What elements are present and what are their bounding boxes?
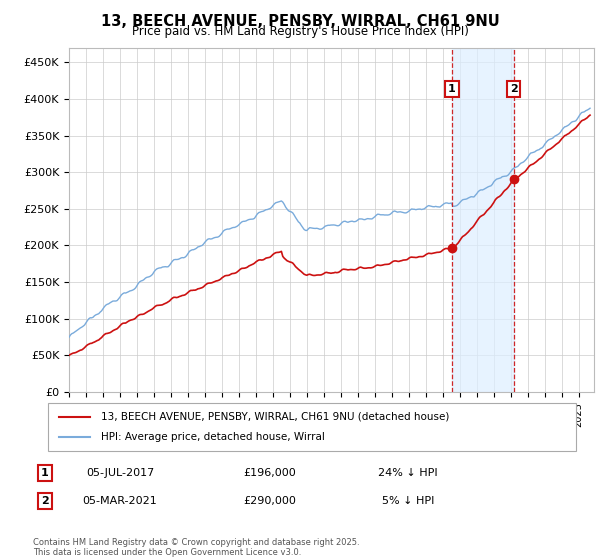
FancyBboxPatch shape bbox=[48, 403, 576, 451]
Text: Price paid vs. HM Land Registry's House Price Index (HPI): Price paid vs. HM Land Registry's House … bbox=[131, 25, 469, 38]
Text: 13, BEECH AVENUE, PENSBY, WIRRAL, CH61 9NU (detached house): 13, BEECH AVENUE, PENSBY, WIRRAL, CH61 9… bbox=[101, 412, 449, 422]
Bar bbox=[452, 48, 514, 392]
Text: 2: 2 bbox=[510, 84, 518, 94]
Text: 5% ↓ HPI: 5% ↓ HPI bbox=[382, 496, 434, 506]
Text: Contains HM Land Registry data © Crown copyright and database right 2025.
This d: Contains HM Land Registry data © Crown c… bbox=[33, 538, 359, 557]
Text: £196,000: £196,000 bbox=[244, 468, 296, 478]
Text: 24% ↓ HPI: 24% ↓ HPI bbox=[378, 468, 438, 478]
Text: HPI: Average price, detached house, Wirral: HPI: Average price, detached house, Wirr… bbox=[101, 432, 325, 442]
Text: 05-JUL-2017: 05-JUL-2017 bbox=[86, 468, 154, 478]
Text: 2: 2 bbox=[41, 496, 49, 506]
Text: 1: 1 bbox=[448, 84, 456, 94]
Text: 13, BEECH AVENUE, PENSBY, WIRRAL, CH61 9NU: 13, BEECH AVENUE, PENSBY, WIRRAL, CH61 9… bbox=[101, 14, 499, 29]
Text: 05-MAR-2021: 05-MAR-2021 bbox=[83, 496, 157, 506]
Text: £290,000: £290,000 bbox=[244, 496, 296, 506]
Text: 1: 1 bbox=[41, 468, 49, 478]
